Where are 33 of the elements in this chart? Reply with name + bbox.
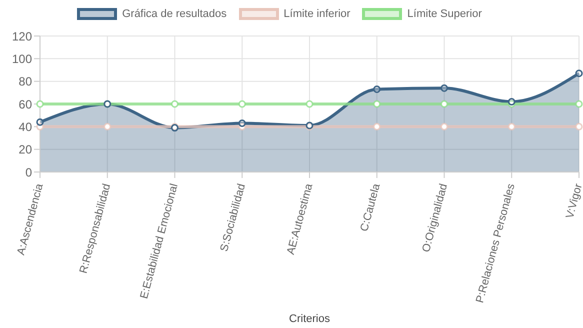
y-tick-label: 100: [12, 52, 32, 66]
point: [171, 100, 178, 108]
y-tick-label: 0: [25, 165, 32, 180]
point: [238, 100, 246, 108]
point: [36, 100, 44, 108]
point: [508, 98, 516, 106]
point: [36, 118, 44, 126]
point: [575, 70, 583, 78]
y-tick-label: 20: [18, 142, 32, 157]
point: [440, 100, 448, 108]
point: [104, 122, 112, 130]
point: [373, 86, 381, 94]
legend-label: Límite inferior: [284, 8, 350, 20]
point: [440, 122, 448, 130]
point: [440, 84, 448, 92]
point: [373, 122, 381, 130]
y-tick-label: 80: [18, 74, 32, 89]
point: [575, 100, 583, 108]
point: [306, 100, 314, 108]
y-tick-label: 120: [12, 29, 32, 44]
x-axis-title: Criterios: [289, 313, 330, 325]
y-tick-label: 40: [18, 120, 32, 134]
point: [36, 122, 44, 130]
legend-label: Límite Superior: [407, 8, 482, 20]
point: [508, 100, 516, 108]
y-tick-label: 60: [18, 97, 32, 112]
x-tick-label: V:Vigor: [564, 182, 583, 220]
point: [508, 122, 516, 130]
point: [373, 100, 381, 108]
point: [238, 122, 246, 130]
point: [575, 122, 583, 130]
point: [238, 120, 246, 128]
legend-label: Gráfica de resultados: [122, 8, 227, 20]
